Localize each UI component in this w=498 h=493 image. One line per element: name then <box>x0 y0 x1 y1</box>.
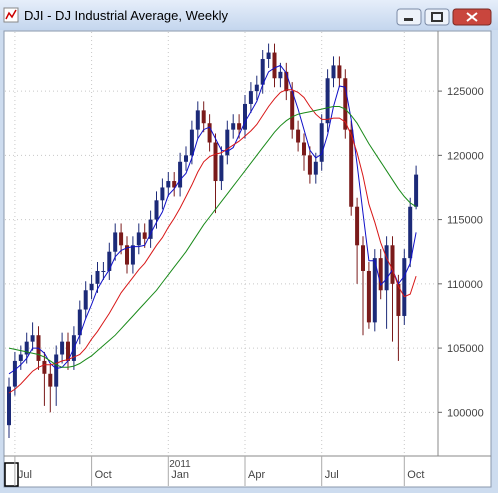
candle-body <box>77 309 82 336</box>
candle-body <box>260 58 265 85</box>
y-tick-label: 115000 <box>447 215 483 227</box>
candle-body <box>248 91 253 104</box>
cursor-box <box>4 462 19 487</box>
candle-body <box>243 103 247 130</box>
candle-body <box>390 245 395 284</box>
candle-body <box>66 341 70 361</box>
x-tick-label: Oct <box>95 469 112 481</box>
candle-body <box>95 270 100 284</box>
candle-body <box>130 245 135 265</box>
candle-body <box>378 258 383 291</box>
candle-body <box>331 65 336 79</box>
window-icon-glyph <box>5 9 17 20</box>
candle-body <box>408 206 413 259</box>
candle-body <box>219 155 224 182</box>
window-title: DJI - DJ Industrial Average, Weekly <box>24 8 228 23</box>
candle-body <box>42 360 47 374</box>
candle-body <box>337 65 342 79</box>
candle-body <box>372 258 377 323</box>
candle-body <box>24 341 29 355</box>
candle-body <box>325 78 330 124</box>
candle-body <box>101 270 106 272</box>
moving-average-line <box>8 64 417 375</box>
candle-body <box>7 386 11 426</box>
y-tick-label: 120000 <box>447 150 484 162</box>
moving-average-line <box>8 89 417 394</box>
candle-body <box>290 91 295 130</box>
candle-body <box>195 110 200 130</box>
close-button[interactable] <box>452 8 492 26</box>
x-tick-label: Jan <box>171 469 189 481</box>
candle-body <box>231 123 236 130</box>
year-label: 2011 <box>169 459 191 470</box>
candle-body <box>361 245 365 271</box>
candle-body <box>125 245 129 265</box>
candle-body <box>119 232 124 246</box>
candle-body <box>402 258 407 316</box>
candle-body <box>396 283 401 316</box>
candle-body <box>48 373 53 387</box>
candle-body <box>284 71 289 92</box>
candle-body <box>319 123 324 162</box>
candle-body <box>160 187 165 201</box>
candle-body <box>355 206 360 246</box>
candle-body <box>18 354 23 361</box>
candle-body <box>107 251 112 271</box>
candle-body <box>225 129 230 156</box>
x-tick-label: Oct <box>407 469 424 481</box>
candle-body <box>172 181 177 188</box>
y-tick-label: 105000 <box>447 343 484 355</box>
candle-body <box>343 78 348 130</box>
candle-body <box>296 129 301 143</box>
candle-body <box>307 155 312 175</box>
candle-body <box>349 129 354 207</box>
candle-body <box>237 123 242 130</box>
candle-body <box>89 283 94 291</box>
x-tick-label: Apr <box>248 469 265 481</box>
y-tick-label: 100000 <box>447 407 484 419</box>
candle-body <box>207 123 212 143</box>
candle-body <box>189 129 194 156</box>
candle-body <box>272 52 277 79</box>
candle-body <box>54 354 59 387</box>
candle-body <box>184 155 188 162</box>
candle-body <box>83 290 88 310</box>
minimize-button[interactable] <box>396 8 422 26</box>
candle-body <box>278 71 283 79</box>
y-tick-label: 125000 <box>447 86 484 98</box>
candle-body <box>148 219 153 239</box>
x-tick-label: Jul <box>18 469 32 481</box>
candle-body <box>113 232 118 252</box>
candle-body <box>201 110 206 124</box>
candle-body <box>12 360 17 387</box>
candle-body <box>302 142 306 156</box>
candle-body <box>266 52 271 59</box>
candle-body <box>60 341 65 355</box>
y-tick-label: 110000 <box>447 279 483 291</box>
maximize-button[interactable] <box>424 8 450 26</box>
candle-body <box>30 335 35 342</box>
candle-body <box>166 181 171 188</box>
candle-body <box>313 161 318 175</box>
candle-body <box>366 270 371 323</box>
candle-body <box>142 232 147 239</box>
x-tick-label: Jul <box>325 469 339 481</box>
candle-body <box>178 161 183 188</box>
candle-body <box>154 200 159 220</box>
candle-body <box>384 245 389 291</box>
moving-average-line <box>8 106 417 368</box>
candle-body <box>254 84 259 92</box>
candle-body <box>414 174 419 207</box>
candle-body <box>136 232 141 246</box>
chart-frame <box>3 30 492 488</box>
candle-body <box>213 142 218 182</box>
